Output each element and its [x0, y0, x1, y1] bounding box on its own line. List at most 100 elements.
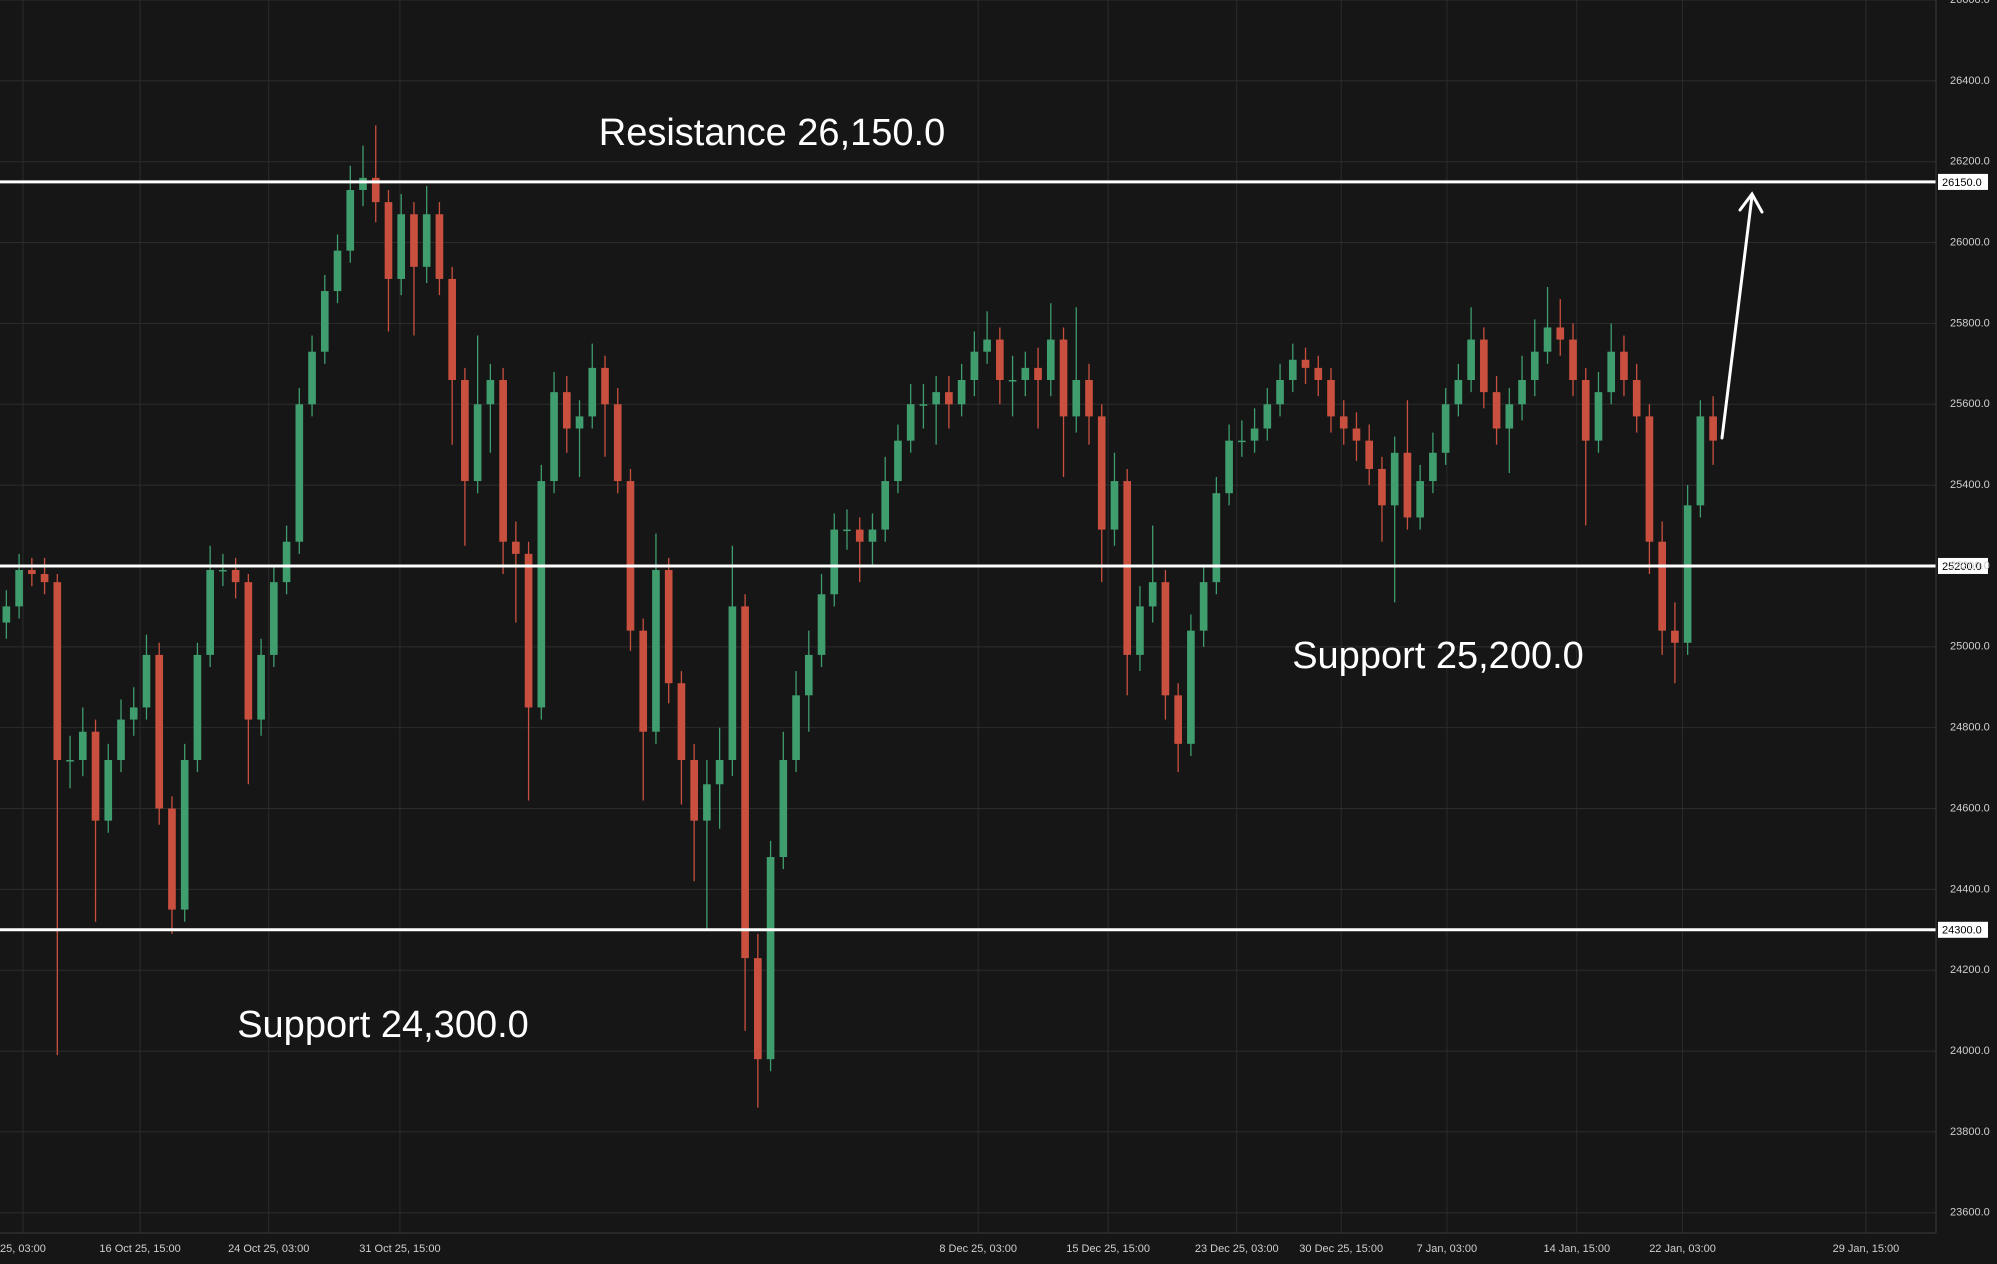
- candle-body: [104, 760, 113, 821]
- candle-body: [1238, 440, 1246, 443]
- y-tick-label: 24800.0: [1950, 722, 1990, 734]
- candle-body: [410, 214, 418, 267]
- candle-body: [231, 570, 240, 583]
- candle-body: [78, 731, 87, 761]
- level-tag: [1938, 921, 1988, 938]
- level-tag-label: 26150.0: [1942, 177, 1982, 189]
- x-tick-label: 23 Dec 25, 03:00: [1195, 1243, 1279, 1255]
- y-tick-label: 25600.0: [1950, 398, 1990, 410]
- candle-body: [957, 380, 966, 405]
- candle-body: [754, 958, 762, 1060]
- y-tick-label: 24400.0: [1950, 883, 1990, 895]
- candle-body: [219, 570, 227, 572]
- candle-body: [512, 541, 520, 554]
- candle-body: [1046, 339, 1055, 381]
- level-annotation: Support 24,300.0: [237, 1004, 529, 1046]
- candle-body: [1161, 582, 1170, 696]
- candle-body: [282, 541, 291, 583]
- candle-body: [715, 760, 724, 785]
- candle-body: [1276, 380, 1284, 405]
- y-tick-label: 23800.0: [1950, 1126, 1990, 1138]
- candle-body: [486, 380, 495, 405]
- candle-body: [40, 574, 49, 583]
- candle-body: [28, 570, 36, 575]
- candle-body: [1480, 339, 1488, 393]
- candle-body: [142, 654, 151, 708]
- x-tick-label: 31 Oct 25, 15:00: [359, 1243, 440, 1255]
- candle-body: [1569, 339, 1577, 381]
- candle-body: [652, 570, 660, 732]
- candle-body: [359, 177, 367, 191]
- candle-body: [168, 808, 176, 910]
- candle-body: [397, 214, 406, 279]
- candle-body: [932, 392, 940, 405]
- candle-body: [537, 481, 546, 708]
- candle-body: [1390, 452, 1399, 506]
- candle-body: [690, 760, 698, 821]
- candle-body: [1492, 392, 1501, 429]
- trend-arrow: [1720, 191, 1764, 440]
- y-tick-label: 26000.0: [1950, 236, 1990, 248]
- y-tick-label: 26600.0: [1950, 0, 1990, 6]
- level-tag: [1938, 557, 1988, 574]
- candle-body: [461, 380, 469, 482]
- y-tick-label: 26200.0: [1950, 156, 1990, 168]
- candle-body: [804, 654, 813, 696]
- candle-body: [1034, 367, 1042, 381]
- candle-body: [1199, 582, 1208, 631]
- candle-body: [1403, 452, 1412, 518]
- candle-body: [473, 404, 482, 482]
- candle-body: [193, 654, 202, 761]
- candle-body: [117, 719, 125, 761]
- x-tick-label: 25, 03:00: [0, 1243, 46, 1255]
- candle-body: [945, 392, 953, 405]
- candle-body: [15, 570, 23, 607]
- candle-body: [766, 857, 775, 1060]
- candle-body: [1085, 380, 1093, 417]
- y-tick-label: 24600.0: [1950, 802, 1990, 814]
- candle-body: [881, 481, 890, 530]
- candle-body: [371, 177, 380, 203]
- candle-body: [562, 392, 571, 429]
- level-tag-label: 24300.0: [1942, 925, 1982, 937]
- candle-body: [91, 731, 100, 821]
- x-tick-label: 24 Oct 25, 03:00: [228, 1243, 309, 1255]
- y-tick-label: 25400.0: [1950, 479, 1990, 491]
- candle-body: [1620, 351, 1628, 381]
- candle-body: [320, 291, 329, 352]
- candle-body: [1352, 428, 1361, 441]
- y-tick-label: 24000.0: [1950, 1045, 1990, 1057]
- candle-body: [1543, 327, 1552, 352]
- candle-body: [295, 404, 304, 542]
- candle-body: [1072, 380, 1081, 417]
- x-tick-label: 14 Jan, 15:00: [1543, 1243, 1610, 1255]
- candle-body: [817, 594, 826, 655]
- level-tag: [1938, 173, 1988, 190]
- arrow-shaft: [1720, 194, 1754, 440]
- candle-body: [422, 214, 431, 267]
- candle-body: [1530, 351, 1539, 381]
- candle-body: [1556, 327, 1565, 340]
- candle-body: [1225, 440, 1233, 494]
- candle-body: [703, 784, 711, 821]
- candle-body: [728, 606, 737, 761]
- candle-body: [333, 250, 342, 292]
- candle-body: [677, 683, 686, 761]
- candle-body: [1339, 416, 1348, 429]
- arrow-head: [1738, 191, 1764, 214]
- candle-body: [983, 339, 991, 352]
- candle-body: [1327, 380, 1335, 417]
- candle-body: [906, 404, 915, 441]
- candle-body: [1594, 392, 1603, 441]
- candle-body: [346, 190, 355, 251]
- candle-body: [1658, 541, 1666, 631]
- candle-body: [830, 529, 839, 595]
- candle-body: [996, 339, 1004, 381]
- candle-body: [1505, 404, 1514, 429]
- candle-body: [919, 404, 928, 406]
- candle-body: [1518, 380, 1526, 405]
- x-tick-label: 7 Jan, 03:00: [1417, 1243, 1478, 1255]
- candle-body: [270, 582, 278, 655]
- candle-body: [1288, 359, 1297, 381]
- candle-body: [1212, 493, 1221, 583]
